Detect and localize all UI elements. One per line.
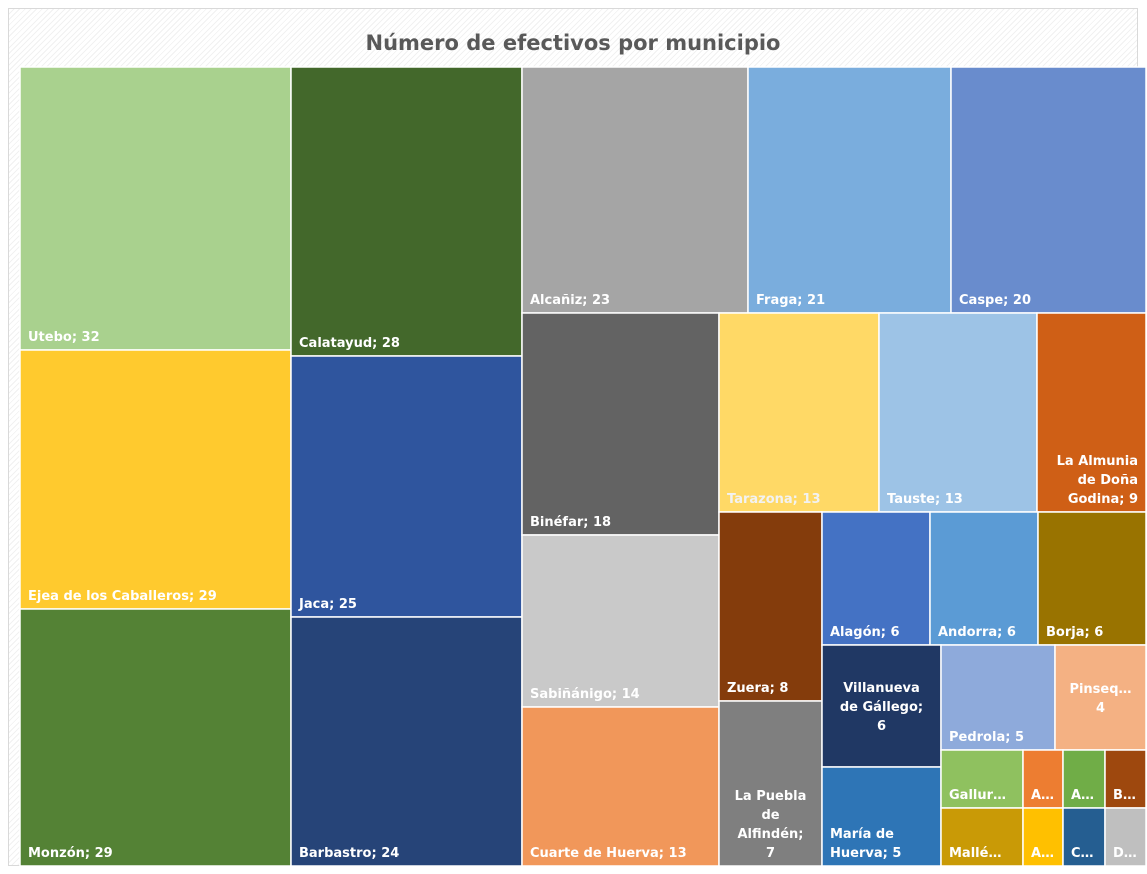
tile-label-a-1: A… xyxy=(1031,788,1054,803)
tile-label-gallur: Gallur… xyxy=(949,788,1006,803)
tile-label-la-puebla-de-alfinden: La Puebla de Alfindén; 7 xyxy=(735,789,807,861)
tile-label-binefar: Binéfar; 18 xyxy=(530,515,611,530)
tile-label-pedrola: Pedrola; 5 xyxy=(949,730,1024,745)
tile-borja xyxy=(1037,511,1147,646)
tile-b xyxy=(1104,749,1147,809)
tile-barbastro xyxy=(290,616,523,867)
tile-label-utebo: Utebo; 32 xyxy=(28,330,100,345)
tile-a-3 xyxy=(1022,807,1064,867)
tile-label-andorra: Andorra; 6 xyxy=(938,625,1016,640)
tile-a-2 xyxy=(1062,749,1106,809)
tile-maria-de-huerva xyxy=(821,766,942,867)
tile-label-b: B… xyxy=(1113,788,1136,803)
tile-malle xyxy=(940,807,1024,867)
tile-label-villanueva-de-gallego: Villanueva de Gállego; 6 xyxy=(840,681,923,734)
tile-sabinanigo xyxy=(521,534,720,708)
tile-label-la-almunia-de-dona-godina: La Almunia de Doña Godina; 9 xyxy=(1057,454,1138,507)
tile-utebo xyxy=(19,66,292,351)
tile-ejea-de-los-caballeros xyxy=(19,349,292,610)
tile-label-calatayud: Calatayud; 28 xyxy=(299,336,400,351)
tile-label-jaca: Jaca; 25 xyxy=(298,597,357,612)
tile-d xyxy=(1104,807,1147,867)
tile-andorra xyxy=(929,511,1039,646)
tile-label-alcaniz: Alcañiz; 23 xyxy=(530,293,610,308)
tile-label-ejea-de-los-caballeros: Ejea de los Caballeros; 29 xyxy=(28,589,217,604)
tile-label-fraga: Fraga; 21 xyxy=(756,293,825,308)
tile-label-malle: Mallé… xyxy=(949,846,1001,861)
tile-jaca xyxy=(290,355,523,618)
tile-label-borja: Borja; 6 xyxy=(1046,625,1103,640)
tile-tauste xyxy=(878,312,1038,513)
tile-calatayud xyxy=(290,66,523,357)
tile-label-barbastro: Barbastro; 24 xyxy=(299,846,399,861)
tile-label-alagon: Alagón; 6 xyxy=(830,625,900,640)
tile-label-pinseq: Pinseq… 4 xyxy=(1069,682,1131,716)
tile-tarazona xyxy=(718,312,880,513)
tile-monzon xyxy=(19,608,292,867)
tile-la-almunia-de-dona-godina xyxy=(1036,312,1147,513)
tile-label-c: C… xyxy=(1071,846,1094,861)
tile-fraga xyxy=(747,66,952,314)
tile-a-1 xyxy=(1022,749,1064,809)
tile-label-tarazona: Tarazona; 13 xyxy=(727,492,821,507)
tile-c xyxy=(1062,807,1106,867)
tile-label-maria-de-huerva: María de Huerva; 5 xyxy=(830,827,901,861)
tile-zuera xyxy=(718,511,823,702)
tile-pedrola xyxy=(940,644,1056,751)
tile-alcaniz xyxy=(521,66,749,314)
tile-label-d: D… xyxy=(1113,846,1137,861)
tile-cuarte-de-huerva xyxy=(521,706,720,867)
tile-label-sabinanigo: Sabiñánigo; 14 xyxy=(530,687,640,702)
tile-label-caspe: Caspe; 20 xyxy=(959,293,1031,308)
tile-label-a-3: A… xyxy=(1031,846,1054,861)
tile-label-cuarte-de-huerva: Cuarte de Huerva; 13 xyxy=(530,846,687,861)
tile-binefar xyxy=(521,312,720,536)
tile-label-tauste: Tauste; 13 xyxy=(887,492,963,507)
tile-label-monzon: Monzón; 29 xyxy=(28,846,113,861)
tile-label-a-2: A… xyxy=(1071,788,1094,803)
chart-title: Número de efectivos por municipio xyxy=(365,31,781,55)
tile-label-zuera: Zuera; 8 xyxy=(727,681,788,696)
tile-pinseq xyxy=(1054,644,1147,751)
tile-villanueva-de-gallego xyxy=(821,644,942,768)
tile-caspe xyxy=(950,66,1147,314)
